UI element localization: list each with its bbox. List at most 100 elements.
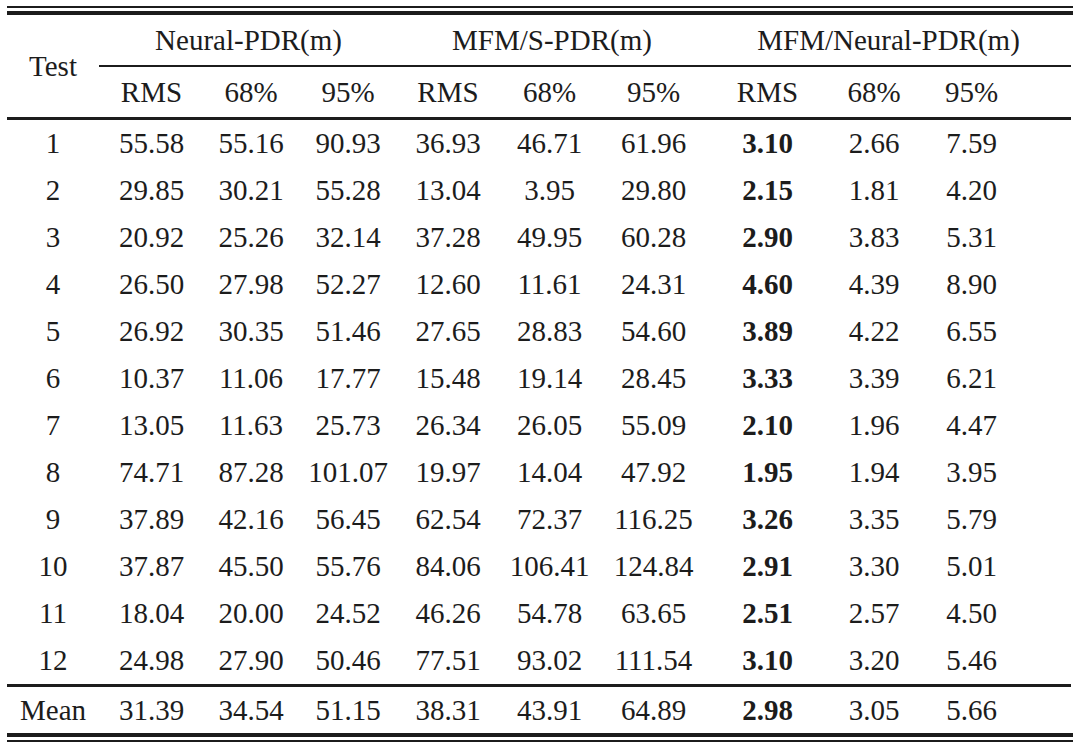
value-cell: 13.04	[398, 167, 498, 214]
value-cell: 124.84	[601, 543, 706, 590]
value-cell: 90.93	[298, 119, 398, 168]
value-cell: 5.46	[919, 637, 1024, 686]
value-cell: 74.71	[99, 449, 204, 496]
value-cell: 47.92	[601, 449, 706, 496]
value-cell: 93.02	[498, 637, 601, 686]
spacer-cell	[1024, 261, 1071, 308]
value-cell: 36.93	[398, 119, 498, 168]
value-cell: 60.28	[601, 214, 706, 261]
value-cell: 54.60	[601, 308, 706, 355]
value-cell: 37.87	[99, 543, 204, 590]
corner-header: Test	[7, 15, 99, 119]
value-cell: 28.45	[601, 355, 706, 402]
value-cell: 24.98	[99, 637, 204, 686]
value-cell: 77.51	[398, 637, 498, 686]
value-cell: 46.71	[498, 119, 601, 168]
value-cell: 11.61	[498, 261, 601, 308]
value-cell: 4.47	[919, 402, 1024, 449]
value-cell: 64.89	[601, 686, 706, 734]
value-cell: 84.06	[398, 543, 498, 590]
value-cell: 10.37	[99, 355, 204, 402]
value-cell: 6.21	[919, 355, 1024, 402]
group-header-row: Test Neural-PDR(m) MFM/S-PDR(m) MFM/Neur…	[7, 15, 1071, 66]
value-cell: 3.33	[706, 355, 829, 402]
value-cell: 3.95	[498, 167, 601, 214]
value-cell: 3.20	[829, 637, 919, 686]
value-cell: 26.50	[99, 261, 204, 308]
value-cell: 19.97	[398, 449, 498, 496]
value-cell: 12.60	[398, 261, 498, 308]
value-cell: 3.26	[706, 496, 829, 543]
value-cell: 27.98	[204, 261, 298, 308]
spacer-cell	[1024, 402, 1071, 449]
value-cell: 17.77	[298, 355, 398, 402]
test-cell: Mean	[7, 686, 99, 734]
value-cell: 72.37	[498, 496, 601, 543]
value-cell: 28.83	[498, 308, 601, 355]
value-cell: 27.90	[204, 637, 298, 686]
value-cell: 5.79	[919, 496, 1024, 543]
value-cell: 49.95	[498, 214, 601, 261]
value-cell: 37.89	[99, 496, 204, 543]
test-cell: 4	[7, 261, 99, 308]
value-cell: 2.66	[829, 119, 919, 168]
value-cell: 25.26	[204, 214, 298, 261]
value-cell: 5.31	[919, 214, 1024, 261]
value-cell: 6.55	[919, 308, 1024, 355]
test-cell: 11	[7, 590, 99, 637]
spacer-cell	[1024, 686, 1071, 734]
value-cell: 56.45	[298, 496, 398, 543]
col-header-68: 68%	[498, 66, 601, 119]
col-header-68: 68%	[829, 66, 919, 119]
test-cell: 12	[7, 637, 99, 686]
value-cell: 3.95	[919, 449, 1024, 496]
value-cell: 34.54	[204, 686, 298, 734]
value-cell: 3.10	[706, 637, 829, 686]
test-cell: 10	[7, 543, 99, 590]
value-cell: 101.07	[298, 449, 398, 496]
col-header-95: 95%	[919, 66, 1024, 119]
table-row: 1224.9827.9050.4677.5193.02111.543.103.2…	[7, 637, 1071, 686]
col-header-rms: RMS	[706, 66, 829, 119]
spacer-cell	[1024, 496, 1071, 543]
value-cell: 1.81	[829, 167, 919, 214]
value-cell: 5.66	[919, 686, 1024, 734]
test-cell: 9	[7, 496, 99, 543]
value-cell: 24.52	[298, 590, 398, 637]
group-header-mfm-s-pdr: MFM/S-PDR(m)	[398, 15, 706, 66]
test-cell: 8	[7, 449, 99, 496]
table-body: 155.5855.1690.9336.9346.7161.963.102.667…	[7, 119, 1071, 734]
value-cell: 87.28	[204, 449, 298, 496]
table-row: 526.9230.3551.4627.6528.8354.603.894.226…	[7, 308, 1071, 355]
value-cell: 55.16	[204, 119, 298, 168]
value-cell: 18.04	[99, 590, 204, 637]
value-cell: 111.54	[601, 637, 706, 686]
spacer-cell	[1024, 119, 1071, 168]
value-cell: 29.85	[99, 167, 204, 214]
value-cell: 8.90	[919, 261, 1024, 308]
value-cell: 29.80	[601, 167, 706, 214]
table-figure: Test Neural-PDR(m) MFM/S-PDR(m) MFM/Neur…	[0, 0, 1080, 742]
value-cell: 3.05	[829, 686, 919, 734]
value-cell: 32.14	[298, 214, 398, 261]
value-cell: 30.35	[204, 308, 298, 355]
col-header-95: 95%	[601, 66, 706, 119]
value-cell: 20.92	[99, 214, 204, 261]
value-cell: 26.92	[99, 308, 204, 355]
test-cell: 7	[7, 402, 99, 449]
value-cell: 2.98	[706, 686, 829, 734]
col-header-68: 68%	[204, 66, 298, 119]
rule-line	[7, 733, 1073, 737]
spacer-cell	[1024, 590, 1071, 637]
col-header-rms: RMS	[99, 66, 204, 119]
value-cell: 3.35	[829, 496, 919, 543]
value-cell: 31.39	[99, 686, 204, 734]
group-header-neural-pdr: Neural-PDR(m)	[99, 15, 398, 66]
table-row: 155.5855.1690.9336.9346.7161.963.102.667…	[7, 119, 1071, 168]
rule-line	[7, 740, 1073, 742]
value-cell: 2.57	[829, 590, 919, 637]
value-cell: 27.65	[398, 308, 498, 355]
value-cell: 63.65	[601, 590, 706, 637]
spacer-cell	[1024, 637, 1071, 686]
value-cell: 46.26	[398, 590, 498, 637]
